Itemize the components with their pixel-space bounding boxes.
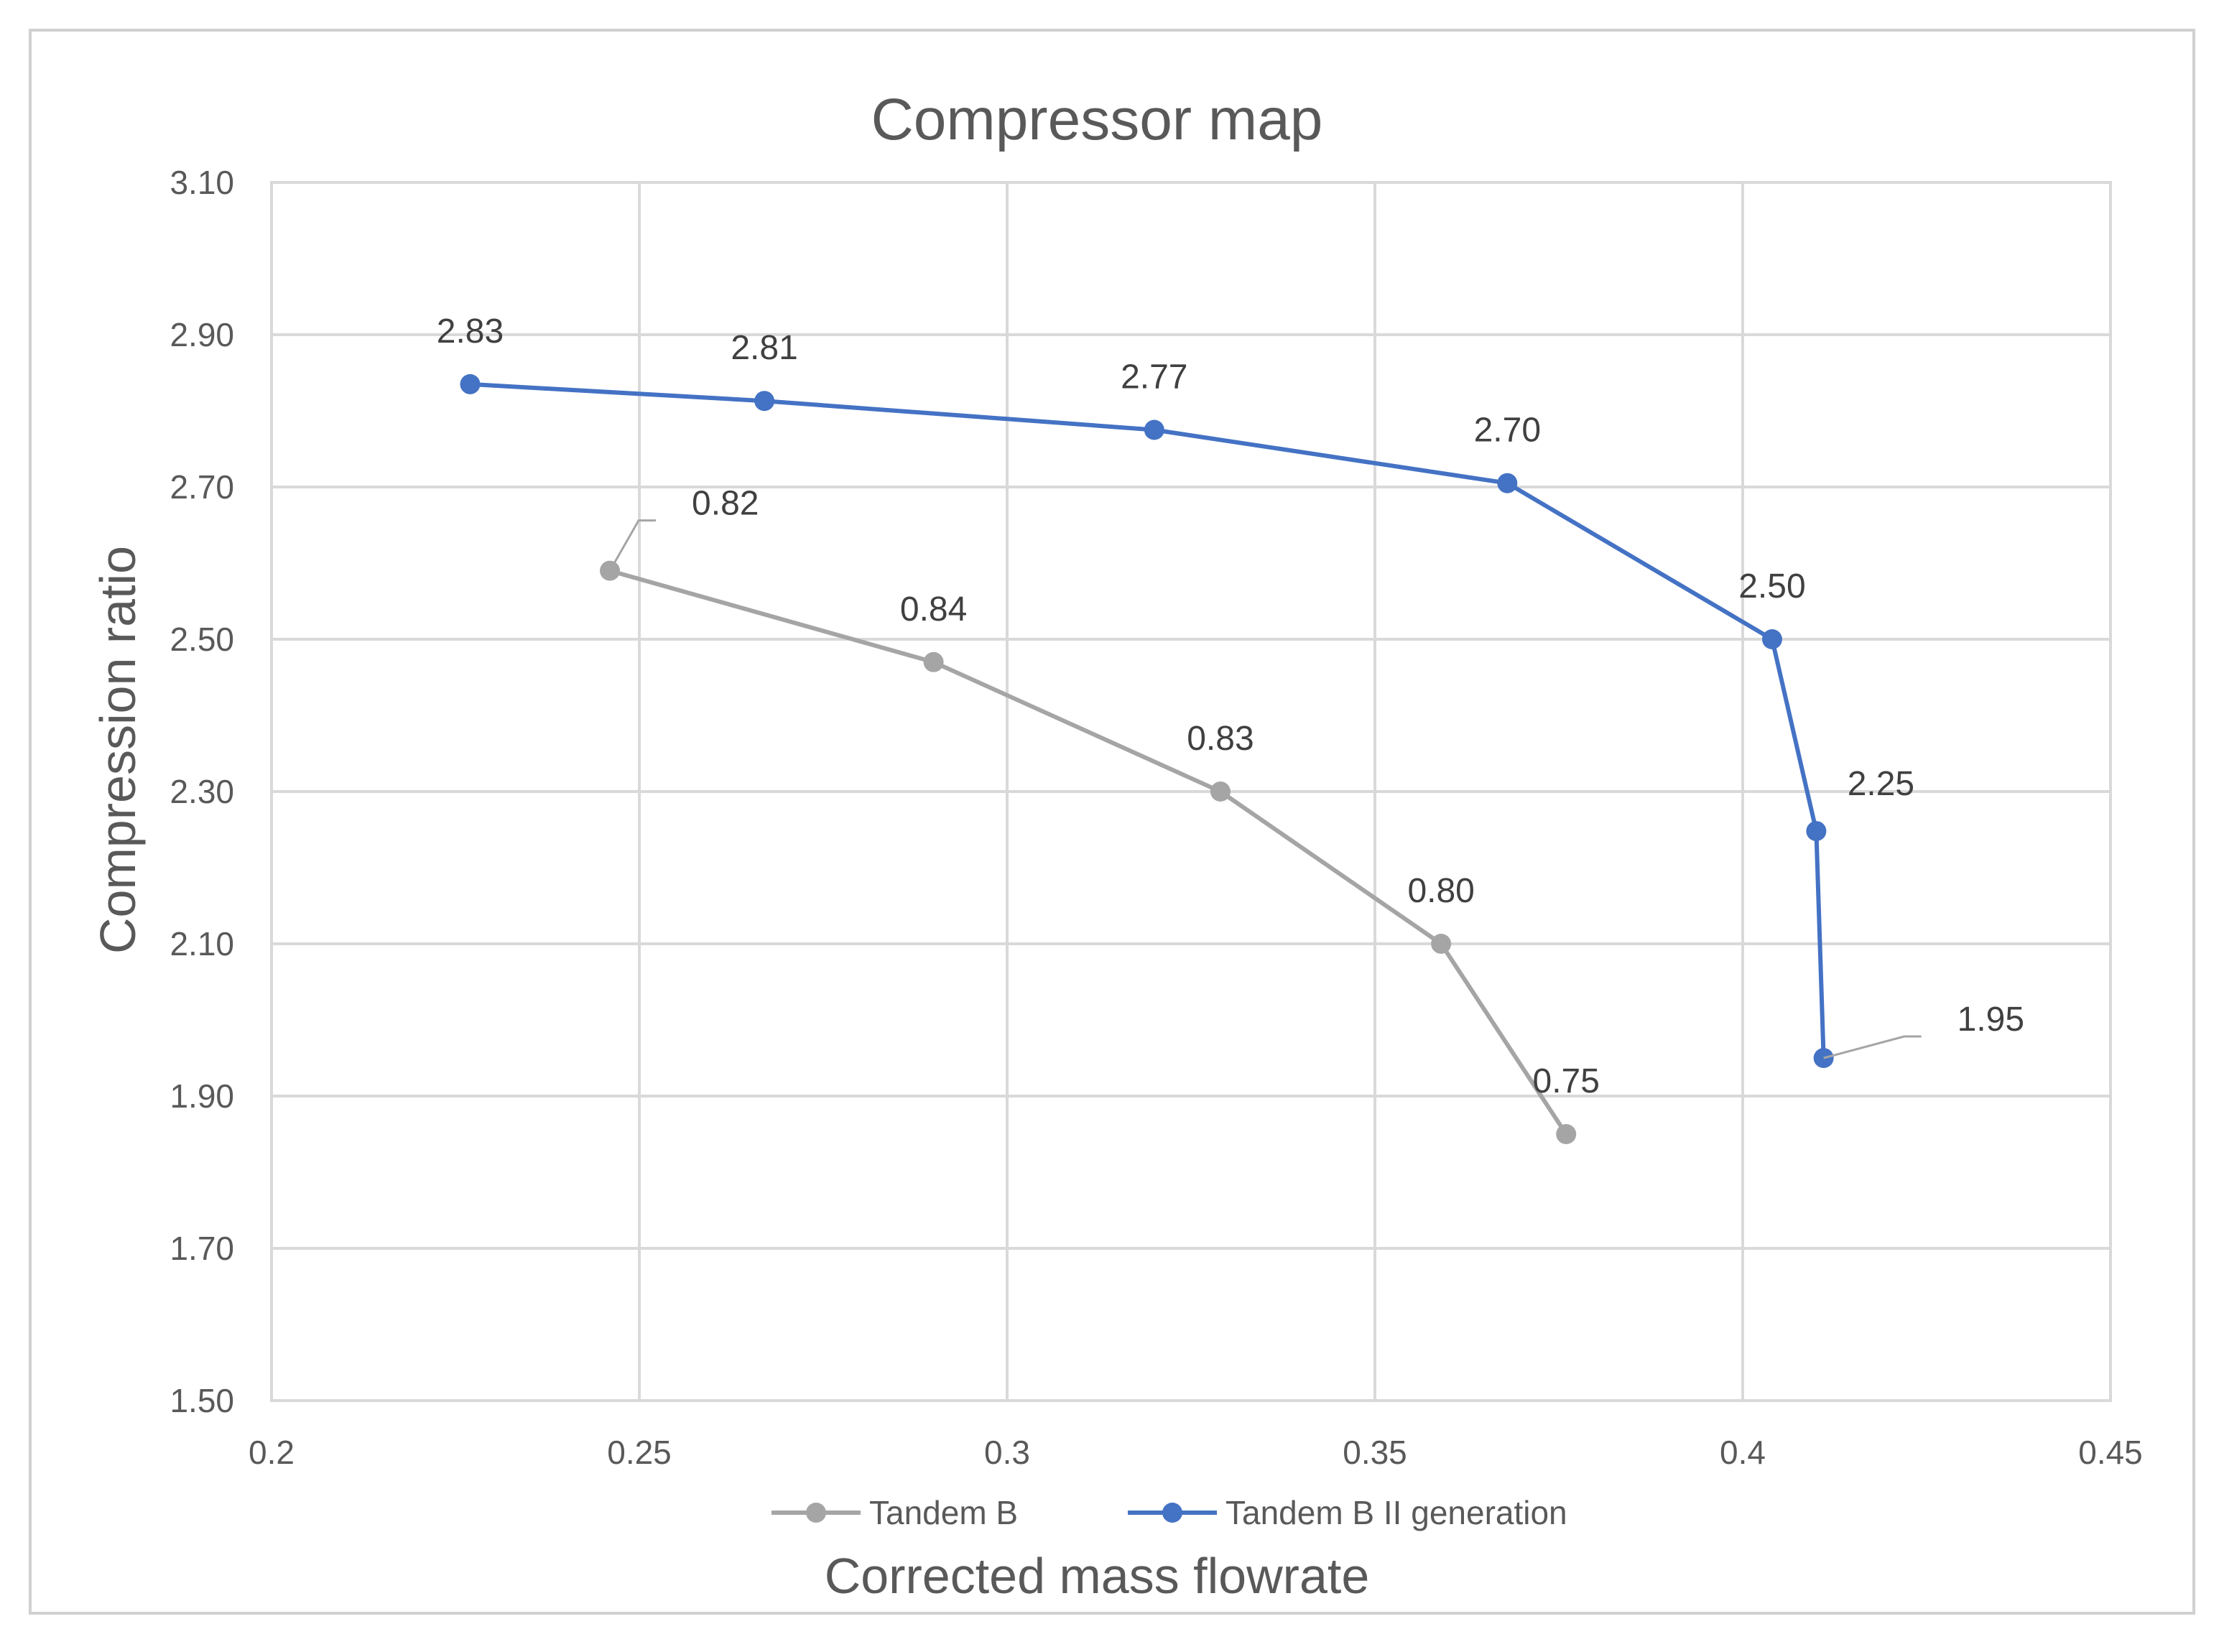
x-tick-label: 0.4 [1720,1434,1766,1471]
legend-label-1: Tandem B II generation [1225,1494,1567,1531]
y-axis-title: Compression ratio [90,546,146,954]
data-label: 2.83 [437,312,504,351]
x-tick-label: 0.35 [1343,1434,1407,1471]
x-axis-title: Corrected mass flowrate [825,1548,1370,1604]
series-layer [460,373,1834,1144]
chart-frame [29,29,2195,1615]
series-0-point [1210,781,1231,802]
legend-marker-0 [806,1503,826,1523]
data-label: 2.77 [1121,358,1187,396]
y-tick-label: 1.70 [170,1230,234,1267]
y-tick-label: 1.90 [170,1077,234,1115]
data-label: 0.80 [1407,872,1474,910]
data-label: 2.50 [1738,567,1805,605]
x-tick-label: 0.3 [984,1434,1030,1471]
series-0-point [923,651,944,672]
data-label: 2.25 [1848,765,1914,803]
x-tick-label: 0.25 [607,1434,672,1471]
data-label: 0.84 [900,590,967,628]
x-tick-label: 0.45 [2078,1434,2143,1471]
y-tick-label: 2.10 [170,925,234,962]
data-label: 0.82 [692,485,759,523]
data-labels: 0.82 0.84 0.83 0.80 0.75 2.83 2.81 2.77 2.70 2.50… [437,312,2024,1100]
series-1-point [1144,419,1164,440]
data-label: 0.83 [1187,720,1254,758]
y-tick-label: 2.90 [170,316,234,353]
gridlines: 1.50 1.70 1.90 2.10 2.30 2.50 2.70 2.90 3.10 0.2 0… [170,164,2142,1471]
y-tick-label: 2.50 [170,621,234,658]
data-label: 1.95 [1957,1001,2024,1039]
legend-marker-1 [1162,1503,1182,1523]
label-leader-line [1823,1035,1922,1059]
series-1-point [754,391,775,412]
y-tick-label: 1.50 [170,1382,234,1419]
series-1-point [460,373,481,394]
y-tick-label: 2.70 [170,468,234,506]
series-line-1 [470,381,1826,1059]
data-label: 2.70 [1474,412,1541,450]
x-tick-label: 0.2 [249,1434,295,1471]
legend: Tandem B Tandem B II generation [772,1494,1567,1531]
legend-label-0: Tandem B [869,1494,1018,1531]
chart-title: Compressor map [871,87,1323,152]
series-1-point [1806,821,1827,842]
series-line-0 [609,568,1568,1136]
y-tick-label: 3.10 [170,164,234,201]
series-1-point [1761,629,1782,649]
series-0-point [1556,1124,1577,1144]
data-label: 0.75 [1533,1062,1600,1100]
y-tick-label: 2.30 [170,773,234,810]
label-leader-line [608,519,657,572]
data-label: 2.81 [731,329,797,367]
series-0-point [1431,934,1452,954]
series-1-point [1497,473,1518,493]
